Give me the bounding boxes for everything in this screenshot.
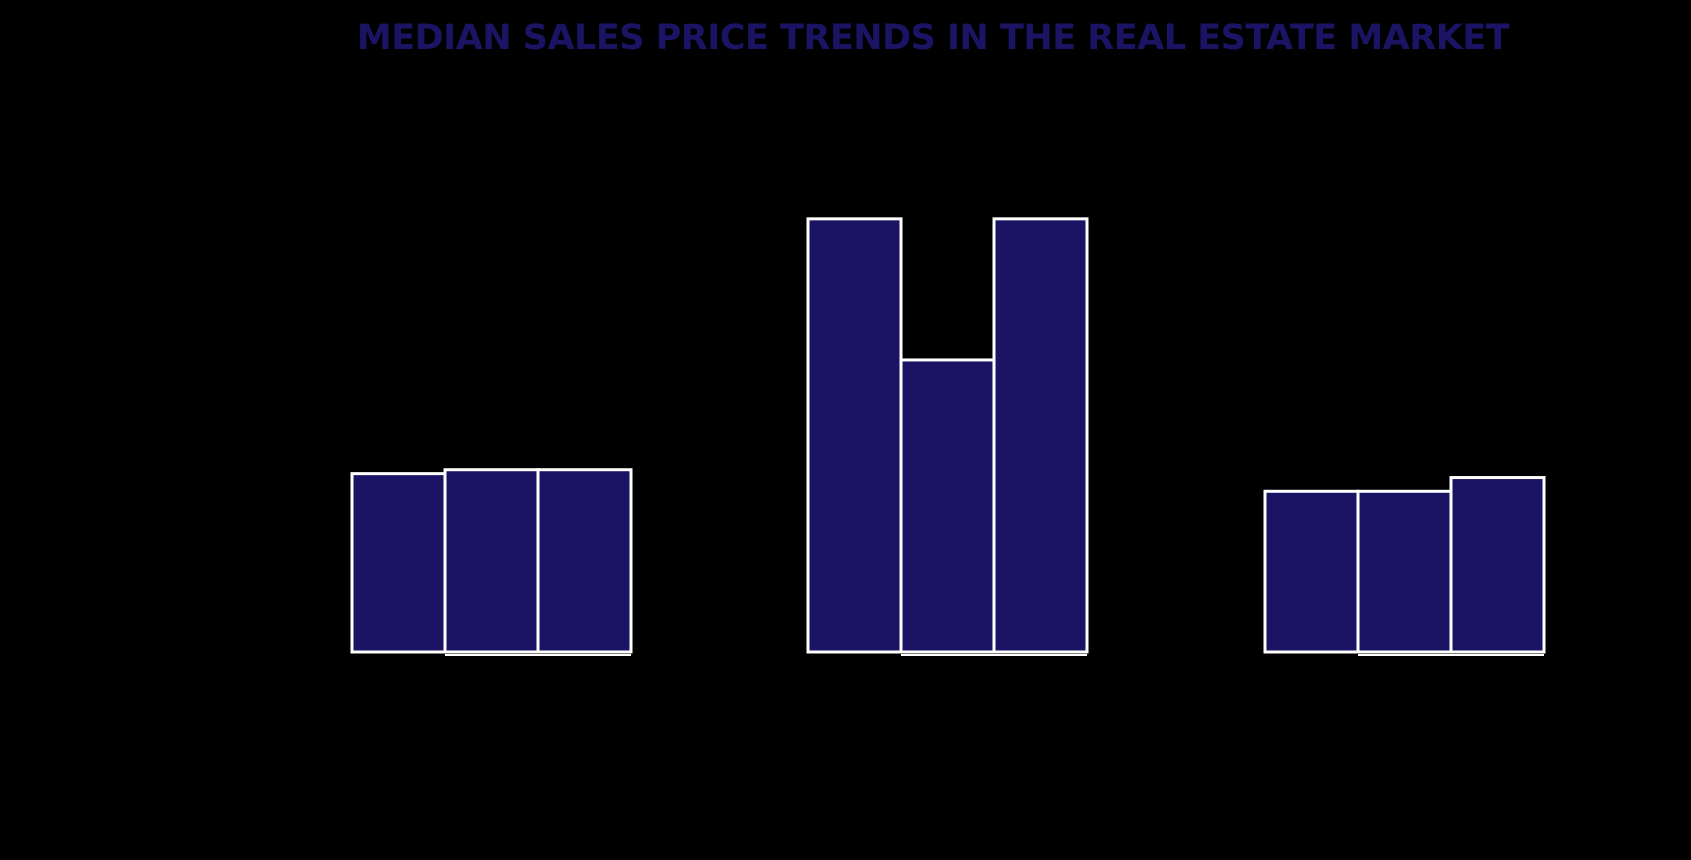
bar-group-3-series-1	[1263, 489, 1360, 654]
bar-group-1-series-1	[350, 472, 447, 654]
bar-group-2-series-1	[806, 217, 903, 654]
bar-group-2-series-3	[992, 217, 1089, 654]
bar-group-1-series-2	[443, 468, 540, 654]
bar-group-3-series-3	[1449, 476, 1546, 654]
bar-group-1-series-3	[536, 468, 633, 654]
bar-group-3-series-2	[1356, 489, 1453, 654]
bars-layer	[350, 217, 1546, 654]
chart-title: MEDIAN SALES PRICE TRENDS IN THE REAL ES…	[356, 18, 1510, 58]
bar-group-2-series-2	[899, 358, 996, 654]
